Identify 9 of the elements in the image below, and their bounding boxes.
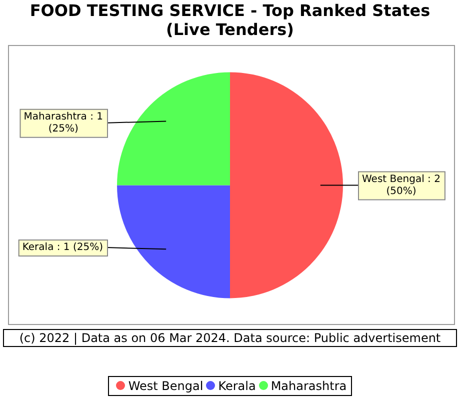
data-label: Maharashtra : 1 (25%) [24,111,104,134]
text: (c) 2022 | Data as on 06 Mar 2024. Data source: Public advertisement [3,329,457,347]
legend-label: West Bengal [127,379,204,393]
chart-subtitle: (Live Tenders) [166,20,294,39]
chart-title: FOOD TESTING SERVICE - Top Ranked States [30,0,430,20]
legend-label: Maharashtra [270,379,347,393]
data-label: West Bengal : 2 (50%) [362,174,440,197]
legend-label: Kerala [217,379,256,393]
data-label: Kerala : 1 (25%) [22,242,104,254]
